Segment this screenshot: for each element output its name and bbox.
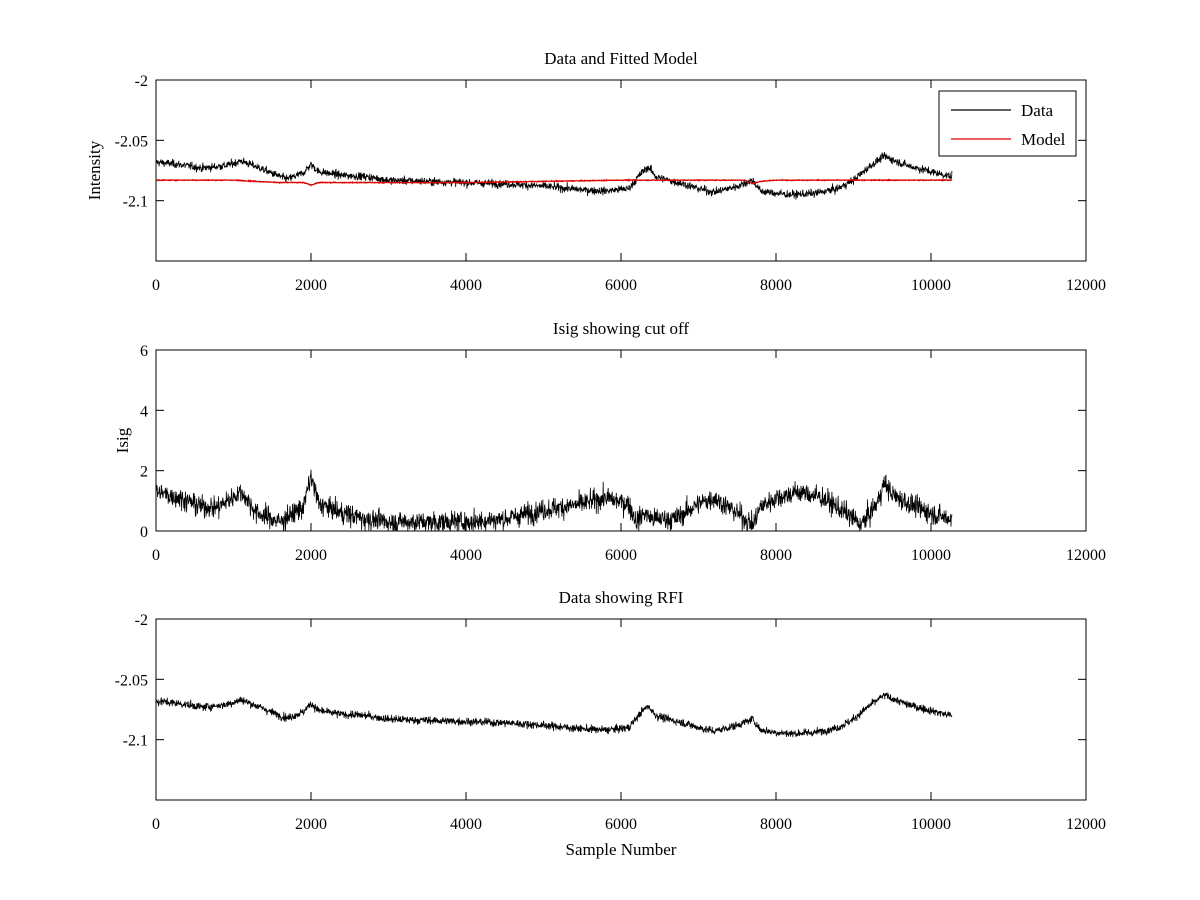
isig-panel-ytick-label: 0 <box>140 524 148 541</box>
legend-data-label: Data <box>1021 101 1054 120</box>
isig-panel-axes-frame <box>155 349 1087 532</box>
intensity-panel-xtick-label: 2000 <box>295 277 327 294</box>
intensity-panel-ytick-label: -2.1 <box>123 194 148 211</box>
isig-panel-series-isig-line <box>156 469 953 531</box>
intensity-panel-ylabel: Intensity <box>85 140 104 200</box>
isig-panel-xtick-label: 0 <box>152 547 160 564</box>
intensity-panel-xtick-label: 0 <box>152 277 160 294</box>
intensity-panel-xtick-label: 8000 <box>760 277 792 294</box>
intensity-panel-legend: Data Model <box>938 90 1077 157</box>
rfi-panel-title: Data showing RFI <box>559 588 684 607</box>
rfi-panel-ytick-label: -2.1 <box>123 733 148 750</box>
intensity-panel-xtick-label: 6000 <box>605 277 637 294</box>
rfi-panel-ytick-label: -2.05 <box>115 672 148 689</box>
isig-panel-title: Isig showing cut off <box>553 319 689 338</box>
rfi-panel-xtick-label: 12000 <box>1066 816 1106 833</box>
isig-panel-ytick-label: 2 <box>140 464 148 481</box>
isig-panel-ytick-label: 4 <box>140 403 148 420</box>
rfi-panel-xlabel: Sample Number <box>566 840 677 859</box>
isig-panel-xtick-label: 8000 <box>760 547 792 564</box>
intensity-panel-ytick-label: -2.05 <box>115 133 148 150</box>
rfi-panel-xtick-label: 8000 <box>760 816 792 833</box>
intensity-panel: 0 2000 4000 6000 8000 10000 12000 -2 -2.05 -2.1 Da… <box>85 49 1106 294</box>
rfi-panel-axes-frame <box>155 618 1087 801</box>
rfi-panel-ytick-label: -2 <box>135 612 148 629</box>
rfi-panel-xtick-label: 0 <box>152 816 160 833</box>
intensity-panel-xtick-label: 12000 <box>1066 277 1106 294</box>
intensity-panel-series-model-line <box>156 178 953 187</box>
legend-model-label: Model <box>1021 130 1066 149</box>
intensity-panel-xtick-label: 10000 <box>911 277 951 294</box>
isig-panel-xtick-label: 10000 <box>911 547 951 564</box>
rfi-panel-xtick-label: 6000 <box>605 816 637 833</box>
isig-panel-xtick-label: 12000 <box>1066 547 1106 564</box>
rfi-panel: 0 2000 4000 6000 8000 10000 12000 -2 -2.05 -2.1 Da… <box>115 588 1106 859</box>
legend-box <box>938 90 1077 157</box>
isig-panel-xtick-label: 6000 <box>605 547 637 564</box>
isig-panel-xtick-label: 2000 <box>295 547 327 564</box>
isig-panel: 0 2000 4000 6000 8000 10000 12000 0 2 4 6 Isig show… <box>113 319 1106 564</box>
isig-panel-ylabel: Isig <box>113 427 132 453</box>
rfi-panel-series-data-line <box>156 692 953 738</box>
intensity-panel-ytick-label: -2 <box>135 73 148 90</box>
rfi-panel-xtick-label: 10000 <box>911 816 951 833</box>
intensity-panel-series-data-line <box>156 151 953 200</box>
isig-panel-ytick-label: 6 <box>140 343 148 360</box>
intensity-panel-title: Data and Fitted Model <box>544 49 698 68</box>
isig-panel-xtick-label: 4000 <box>450 547 482 564</box>
rfi-panel-xtick-label: 2000 <box>295 816 327 833</box>
rfi-panel-xtick-label: 4000 <box>450 816 482 833</box>
intensity-panel-xtick-label: 4000 <box>450 277 482 294</box>
